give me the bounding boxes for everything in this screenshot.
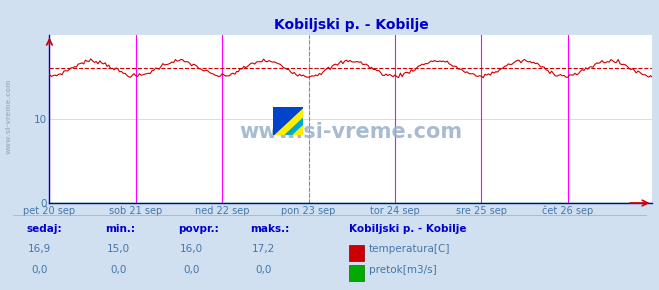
- Polygon shape: [285, 118, 303, 135]
- Text: temperatura[C]: temperatura[C]: [369, 244, 451, 254]
- Title: Kobiljski p. - Kobilje: Kobiljski p. - Kobilje: [273, 18, 428, 32]
- Text: maks.:: maks.:: [250, 224, 290, 234]
- Text: 0,0: 0,0: [183, 264, 199, 275]
- Text: Kobiljski p. - Kobilje: Kobiljski p. - Kobilje: [349, 224, 467, 234]
- Text: sedaj:: sedaj:: [26, 224, 62, 234]
- Text: www.si-vreme.com: www.si-vreme.com: [5, 78, 11, 154]
- Text: povpr.:: povpr.:: [178, 224, 219, 234]
- Text: 16,9: 16,9: [28, 244, 51, 254]
- Text: 0,0: 0,0: [32, 264, 47, 275]
- Text: 15,0: 15,0: [107, 244, 130, 254]
- Text: 17,2: 17,2: [252, 244, 275, 254]
- Polygon shape: [273, 107, 303, 135]
- Text: 16,0: 16,0: [179, 244, 203, 254]
- Polygon shape: [273, 107, 303, 135]
- Text: www.si-vreme.com: www.si-vreme.com: [239, 122, 463, 142]
- Text: pretok[m3/s]: pretok[m3/s]: [369, 264, 437, 275]
- Text: 0,0: 0,0: [256, 264, 272, 275]
- Text: 0,0: 0,0: [111, 264, 127, 275]
- Text: min.:: min.:: [105, 224, 136, 234]
